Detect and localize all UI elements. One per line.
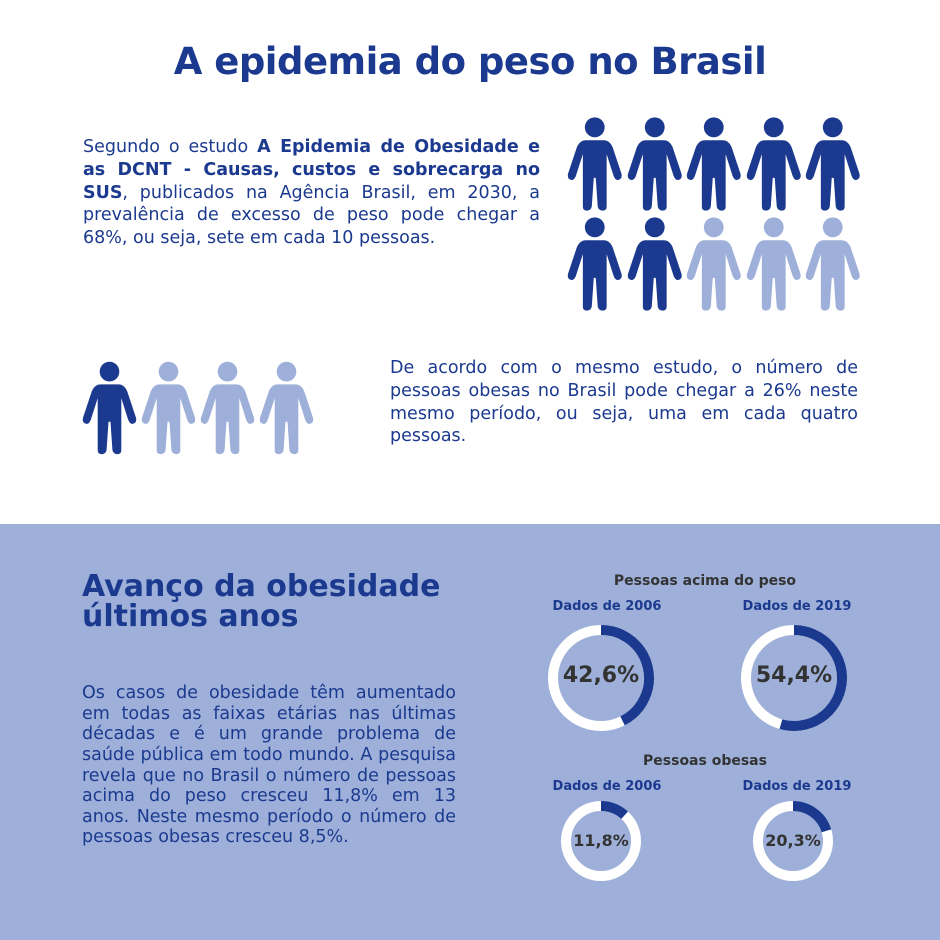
section-heading: Avanço da obesidade últimos anos [82,569,441,634]
study-title: A Epidemia de Obesidade e as DCNT - Caus… [83,137,541,203]
chart-label-overweight-2019: Dados de 2019 [742,599,852,614]
page-title: A epidemia do peso no Brasil [173,40,767,83]
person-icon [686,217,741,311]
chart-title-obese: Pessoas obesas [643,753,767,769]
donut-segment [600,801,629,820]
donut-overweight-2006 [548,625,654,731]
person-icon [567,117,622,211]
donut-segment [600,625,654,726]
person-icon [259,361,314,455]
person-icon [686,117,741,211]
person-icon [567,217,622,311]
donut-segment [779,625,847,731]
chart-label-obese-2006: Dados de 2006 [552,779,662,794]
person-icon [805,217,860,311]
person-icon [627,217,682,311]
value-obese-2019: 20,3% [765,831,821,850]
person-icon [82,361,137,455]
intro-text-pre: Segundo o estudo [83,137,258,157]
person-icon [805,117,860,211]
chart-label-overweight-2006: Dados de 2006 [552,599,662,614]
intro-text-post: , publicados na Agência Brasil, em 2030,… [83,182,540,249]
person-icon [627,117,682,211]
donut-obese-2006 [561,801,641,881]
intro-paragraph: Segundo o estudo A Epidemia de Obesidade… [83,136,540,250]
chart-label-obese-2019: Dados de 2019 [742,779,852,794]
obese-people-row [80,360,316,456]
value-obese-2006: 11,8% [573,831,629,850]
person-icon [746,117,801,211]
donut-overweight-2019 [741,625,847,731]
person-icon [200,361,255,455]
overweight-people-grid [565,116,865,312]
person-icon [141,361,196,455]
section-body: Os casos de obesidade têm aumentado em t… [82,683,456,848]
obese-paragraph: De acordo com o mesmo estudo, o número d… [390,358,858,447]
value-overweight-2006: 42,6% [562,663,640,688]
donut-obese-2019 [753,801,833,881]
person-icon [746,217,801,311]
value-overweight-2019: 54,4% [755,663,833,688]
donut-segment [792,801,832,833]
chart-title-overweight: Pessoas acima do peso [613,573,797,589]
